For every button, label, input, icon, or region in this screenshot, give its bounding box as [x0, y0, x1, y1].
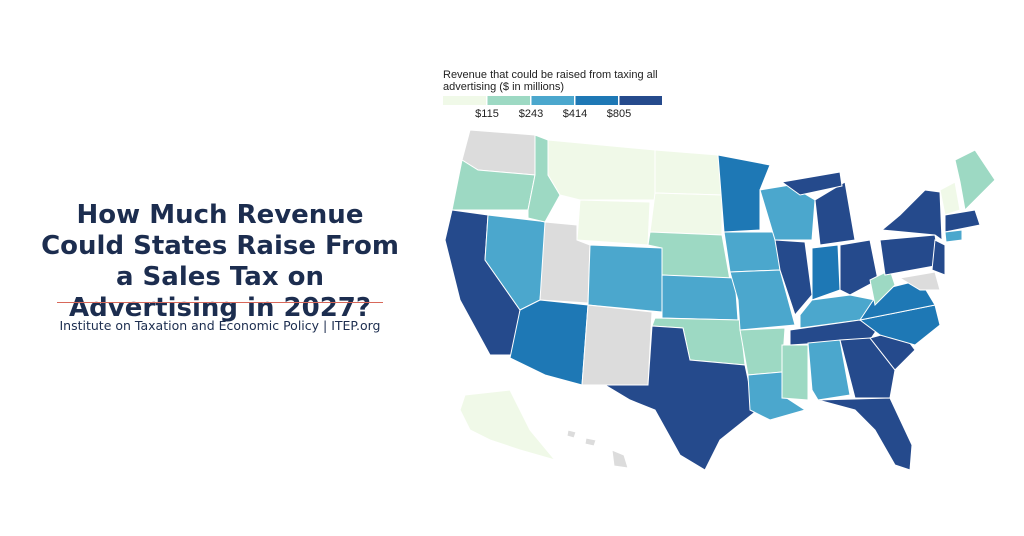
state	[814, 181, 856, 246]
state	[839, 239, 879, 296]
states	[444, 129, 996, 471]
state	[759, 184, 816, 241]
state	[723, 231, 781, 273]
legend-swatch	[487, 96, 530, 105]
legend-swatch	[443, 96, 486, 105]
state	[729, 269, 796, 331]
state	[581, 304, 653, 386]
source: Institute on Taxation and Economic Polic…	[59, 318, 381, 333]
state	[880, 189, 943, 242]
legend-swatch	[531, 96, 574, 105]
state	[611, 449, 629, 469]
legend-tick-label: $805	[607, 108, 631, 120]
legend-tick-label: $414	[563, 108, 587, 120]
state	[781, 344, 809, 401]
state	[931, 239, 946, 276]
divider	[57, 302, 383, 303]
state	[944, 209, 981, 233]
state	[774, 239, 813, 316]
state	[954, 149, 996, 212]
state	[939, 181, 961, 216]
state	[584, 437, 597, 447]
title: How Much Revenue Could States Raise From…	[41, 200, 399, 323]
state	[649, 192, 723, 236]
state	[817, 397, 913, 471]
state	[898, 271, 941, 291]
legend-swatch	[575, 96, 618, 105]
state	[587, 244, 663, 313]
state	[780, 171, 843, 196]
state	[547, 139, 656, 201]
state	[654, 149, 723, 196]
state	[717, 154, 771, 233]
state	[661, 274, 739, 321]
state	[576, 199, 651, 246]
state	[869, 269, 896, 307]
state	[944, 229, 963, 243]
legend-title: Revenue that could be raised from taxing…	[443, 69, 658, 81]
legend-title: advertising ($ in millions)	[443, 81, 564, 93]
state	[807, 339, 851, 401]
state	[739, 327, 786, 376]
state	[811, 244, 841, 301]
legend-tick-label: $243	[519, 108, 543, 120]
state	[879, 234, 941, 276]
legend-swatch	[619, 96, 662, 105]
state	[509, 299, 589, 386]
state	[566, 429, 577, 439]
state	[459, 389, 557, 461]
legend-tick-label: $115	[475, 108, 499, 120]
state	[603, 325, 756, 471]
